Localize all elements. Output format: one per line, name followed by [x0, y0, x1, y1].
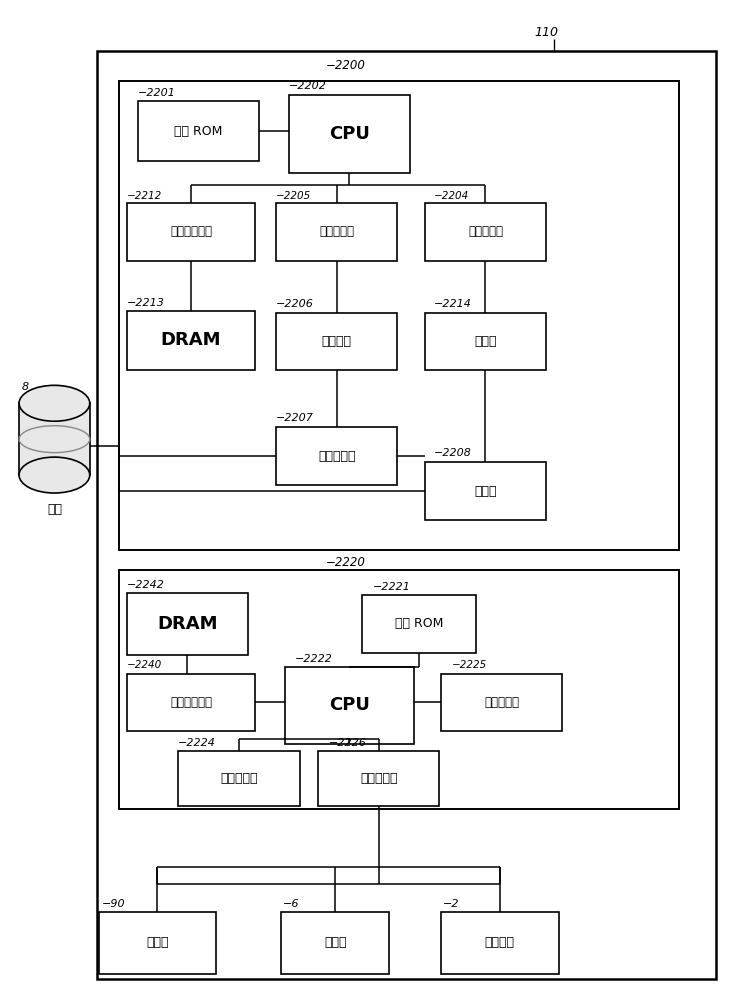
Bar [126, 674, 256, 731]
Text: −2201: −2201 [137, 88, 175, 98]
Text: 端口选择器: 端口选择器 [318, 450, 355, 463]
Text: 端口开关: 端口开关 [321, 335, 352, 348]
Bar [126, 203, 256, 261]
Text: −2221: −2221 [372, 582, 410, 592]
Text: 启动 ROM: 启动 ROM [395, 617, 443, 630]
Text: −2242: −2242 [126, 580, 164, 590]
Text: −2206: −2206 [276, 299, 314, 309]
Text: 总线控制器: 总线控制器 [484, 696, 520, 709]
Bar [276, 427, 398, 485]
Text: −2205: −2205 [276, 191, 311, 201]
Text: −2226: −2226 [329, 738, 367, 748]
Bar [126, 593, 248, 655]
Text: 磁盘控制器: 磁盘控制器 [319, 225, 354, 238]
Text: −2240: −2240 [126, 660, 162, 670]
Text: 设备控制器: 设备控制器 [360, 772, 398, 785]
Text: −2: −2 [443, 899, 460, 909]
Bar [276, 203, 398, 261]
Text: −6: −6 [282, 899, 299, 909]
Bar [119, 570, 678, 809]
Text: 打印机: 打印机 [324, 936, 347, 949]
Text: −2213: −2213 [126, 298, 164, 308]
Bar [137, 101, 259, 161]
Bar [119, 81, 678, 550]
Text: 8: 8 [22, 382, 29, 392]
Text: −2207: −2207 [276, 413, 314, 423]
Text: 存储器控制器: 存储器控制器 [170, 225, 212, 238]
Bar [285, 667, 414, 744]
Text: 总线桥: 总线桥 [474, 335, 497, 348]
Text: 闪存盘: 闪存盘 [474, 485, 497, 498]
Text: −2214: −2214 [434, 299, 471, 309]
Text: −2225: −2225 [452, 660, 487, 670]
Bar [281, 912, 389, 974]
Bar [288, 95, 410, 173]
Ellipse shape [19, 385, 89, 421]
Text: 传真机: 传真机 [146, 936, 168, 949]
Text: −2202: −2202 [288, 81, 327, 91]
Bar [276, 313, 398, 370]
Bar [97, 51, 715, 979]
Text: 110: 110 [534, 26, 558, 39]
Text: −90: −90 [101, 899, 125, 909]
Bar [441, 674, 562, 731]
Bar [126, 311, 256, 370]
Bar [19, 403, 89, 475]
Text: DRAM: DRAM [157, 615, 217, 633]
Text: −2222: −2222 [294, 654, 333, 664]
Text: −2204: −2204 [434, 191, 469, 201]
Text: 总线控制器: 总线控制器 [468, 225, 503, 238]
Bar [362, 595, 476, 653]
Bar [441, 912, 559, 974]
Bar [425, 462, 546, 520]
Bar [425, 313, 546, 370]
Text: −2212: −2212 [126, 191, 162, 201]
Text: 启动 ROM: 启动 ROM [174, 125, 222, 138]
Text: DRAM: DRAM [160, 331, 221, 349]
Text: −2208: −2208 [434, 448, 471, 458]
Bar [178, 751, 299, 806]
Bar [318, 751, 440, 806]
Text: 硬盘: 硬盘 [47, 503, 62, 516]
Text: 存储器控制器: 存储器控制器 [170, 696, 212, 709]
Text: −2200: −2200 [325, 59, 365, 72]
Text: −2220: −2220 [325, 556, 365, 569]
Bar [98, 912, 217, 974]
Bar [425, 203, 546, 261]
Text: CPU: CPU [329, 696, 370, 714]
Text: CPU: CPU [329, 125, 370, 143]
Ellipse shape [19, 457, 89, 493]
Text: 读取装置: 读取装置 [485, 936, 515, 949]
Text: 图像处理器: 图像处理器 [220, 772, 258, 785]
Text: −2224: −2224 [178, 738, 216, 748]
